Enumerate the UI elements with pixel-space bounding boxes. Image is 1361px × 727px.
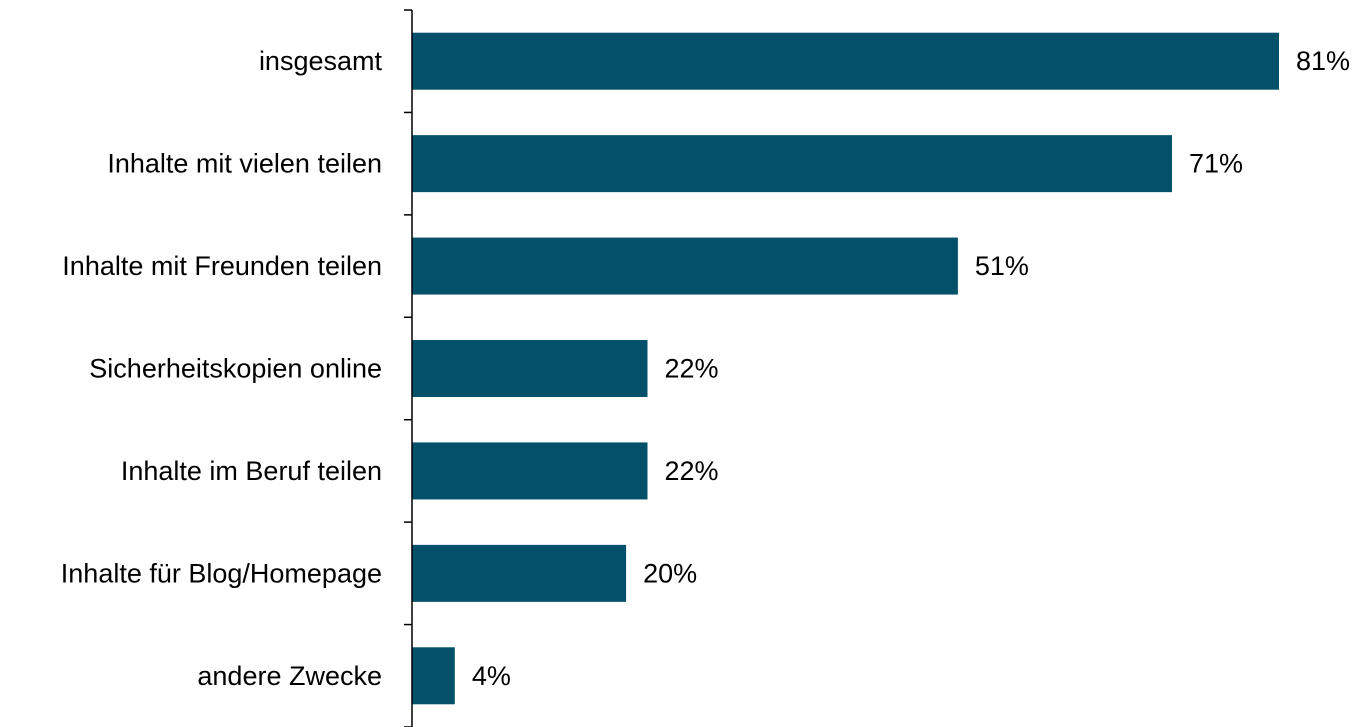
data-label: 22%	[664, 354, 718, 384]
data-label: 51%	[975, 251, 1029, 281]
category-label: Inhalte im Beruf teilen	[121, 456, 382, 486]
bars-group	[412, 32, 1279, 705]
data-label: 71%	[1189, 149, 1243, 179]
data-label: 22%	[664, 456, 718, 486]
category-label: Inhalte für Blog/Homepage	[61, 558, 382, 588]
category-label: Inhalte mit vielen teilen	[107, 149, 382, 179]
bar	[412, 647, 455, 705]
data-label: 81%	[1296, 46, 1350, 76]
bar	[412, 544, 627, 602]
labels-group: insgesamt 81% Inhalte mit vielen teilen 71%…	[61, 46, 1350, 691]
bar	[412, 340, 648, 397]
category-label: Sicherheitskopien online	[89, 354, 382, 384]
bar	[412, 32, 1279, 90]
category-label: andere Zwecke	[197, 661, 382, 691]
bar	[412, 135, 1172, 193]
data-label: 20%	[643, 558, 697, 588]
category-axis	[404, 9, 413, 727]
bar	[412, 442, 648, 500]
bar	[412, 237, 958, 295]
data-label: 4%	[472, 661, 511, 691]
category-label: Inhalte mit Freunden teilen	[62, 251, 382, 281]
category-label: insgesamt	[259, 46, 383, 76]
